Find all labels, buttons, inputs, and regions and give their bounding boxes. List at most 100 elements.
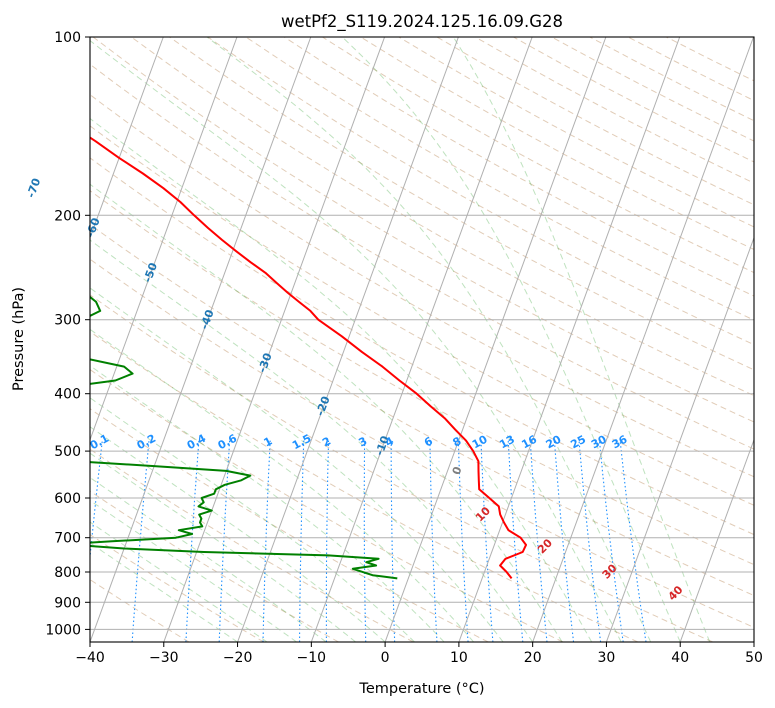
dry-adiabat bbox=[90, 125, 754, 506]
mixing-ratio-label: 2 bbox=[320, 434, 333, 449]
isotherm-line bbox=[310, 37, 533, 642]
mixing-ratio-line bbox=[185, 440, 200, 642]
moist-adiabat bbox=[90, 365, 445, 642]
y-tick-label: 800 bbox=[54, 565, 81, 581]
mixing-ratio-label: 36 bbox=[610, 433, 630, 452]
x-tick-label: −10 bbox=[297, 650, 327, 666]
y-tick-label: 500 bbox=[54, 444, 81, 460]
moist-adiabat-label: 40 bbox=[666, 583, 686, 603]
moist-adiabat bbox=[90, 39, 622, 642]
axis-ticks: −40 −30 −20 −10 0 10 20 30 40 5010020030040050060… bbox=[45, 30, 763, 666]
dry-adiabat bbox=[398, 37, 754, 228]
dry-adiabats bbox=[90, 37, 754, 642]
moist-adiabat bbox=[90, 476, 327, 642]
isotherm-label: -60 bbox=[84, 216, 103, 239]
x-tick-label: −30 bbox=[149, 650, 179, 666]
isotherm-line bbox=[384, 37, 607, 642]
dry-adiabat bbox=[90, 294, 713, 642]
mixing-ratio-line bbox=[619, 440, 647, 642]
mixing-ratio-line bbox=[598, 440, 624, 642]
y-tick-label: 200 bbox=[54, 208, 81, 224]
moist-adiabats bbox=[90, 37, 711, 642]
isotherm-line bbox=[679, 438, 754, 642]
mixing-ratio-line bbox=[262, 440, 271, 642]
mixing-ratio-line bbox=[457, 440, 469, 642]
dewpoint-profile bbox=[90, 295, 398, 580]
isotherm-line bbox=[90, 37, 238, 442]
y-tick-label: 1000 bbox=[45, 622, 81, 638]
y-tick-label: 100 bbox=[54, 30, 81, 46]
x-axis-label: Temperature (°C) bbox=[358, 681, 484, 697]
mixing-ratio-line bbox=[529, 440, 548, 642]
moist-adiabat bbox=[90, 328, 474, 642]
moist-adiabat bbox=[452, 37, 711, 642]
isotherm-line bbox=[237, 37, 459, 642]
mixing-ratio-line bbox=[507, 440, 524, 642]
mixing-ratio-label: 0.2 bbox=[135, 432, 158, 453]
moist-adiabat bbox=[341, 37, 681, 642]
dry-adiabat bbox=[283, 37, 754, 297]
mixing-ratio-line bbox=[429, 440, 438, 642]
dry-adiabat bbox=[90, 408, 489, 642]
mixing-ratio-label: 10 bbox=[470, 433, 490, 452]
mixing-ratio-label: 6 bbox=[422, 434, 435, 449]
chart-title: wetPf2_S119.2024.125.16.09.G28 bbox=[281, 12, 563, 32]
mixing-ratio-line bbox=[578, 440, 602, 642]
mixing-ratio-label: 25 bbox=[568, 433, 588, 452]
sounding-profiles bbox=[90, 136, 527, 580]
moist-adiabat bbox=[90, 117, 593, 642]
moist-adiabat bbox=[90, 426, 386, 642]
mixing-ratio-line bbox=[299, 440, 305, 642]
mixing-ratio-line bbox=[218, 440, 231, 642]
x-tick-label: 40 bbox=[671, 650, 689, 666]
dry-adiabat bbox=[513, 37, 754, 163]
mixing-ratio-label: 13 bbox=[497, 433, 517, 452]
plot-frame bbox=[89, 36, 755, 643]
y-axis-label: Pressure (hPa) bbox=[11, 287, 27, 391]
y-tick-label: 300 bbox=[54, 313, 81, 329]
mixing-ratio-label: 16 bbox=[519, 433, 539, 452]
moist-adiabat-label: 10 bbox=[473, 504, 493, 524]
isotherm-line bbox=[90, 37, 164, 240]
temperature-profile bbox=[90, 136, 527, 580]
x-tick-label: 20 bbox=[524, 650, 542, 666]
dry-adiabat bbox=[90, 368, 564, 642]
dry-adiabat bbox=[207, 37, 754, 346]
mixing-ratio-lines bbox=[90, 440, 647, 642]
dry-adiabat bbox=[90, 490, 339, 642]
mixing-ratio-line bbox=[325, 440, 330, 642]
zero-isotherm-label: 0 bbox=[450, 465, 465, 477]
mixing-ratio-line bbox=[553, 440, 575, 642]
y-tick-label: 700 bbox=[54, 531, 81, 547]
isotherm-label: -50 bbox=[141, 261, 160, 284]
x-tick-label: 50 bbox=[745, 650, 763, 666]
moist-adiabat bbox=[90, 183, 563, 642]
isotherm-label: -70 bbox=[24, 176, 43, 199]
moist-adiabat bbox=[206, 37, 652, 642]
mixing-ratio-label: 1 bbox=[262, 434, 275, 449]
mixing-ratio-label: 30 bbox=[589, 433, 609, 452]
mixing-ratio-line bbox=[363, 440, 367, 642]
mixing-ratio-line bbox=[131, 440, 150, 642]
x-tick-label: −20 bbox=[223, 650, 253, 666]
mixing-ratio-label: 0.4 bbox=[185, 432, 209, 453]
moist-adiabat bbox=[90, 499, 297, 642]
moist-adiabat bbox=[90, 521, 268, 642]
x-tick-label: 0 bbox=[381, 650, 390, 666]
mixing-ratio-label: 3 bbox=[356, 434, 369, 449]
mixing-ratio-line bbox=[390, 440, 396, 642]
isotherm-line bbox=[458, 37, 681, 642]
dry-adiabat bbox=[90, 223, 754, 597]
mixing-ratio-label: 0.6 bbox=[216, 432, 240, 453]
dry-adiabat bbox=[627, 37, 754, 102]
dry-adiabat bbox=[90, 63, 754, 450]
x-tick-label: −40 bbox=[75, 650, 105, 666]
isotherm-line bbox=[163, 37, 386, 642]
isotherm-line bbox=[753, 640, 754, 642]
dry-adiabat bbox=[589, 37, 754, 122]
isotherm-line bbox=[532, 37, 754, 642]
x-tick-label: 30 bbox=[597, 650, 615, 666]
isotherm-label: -40 bbox=[198, 308, 217, 331]
moist-adiabat bbox=[90, 287, 504, 642]
